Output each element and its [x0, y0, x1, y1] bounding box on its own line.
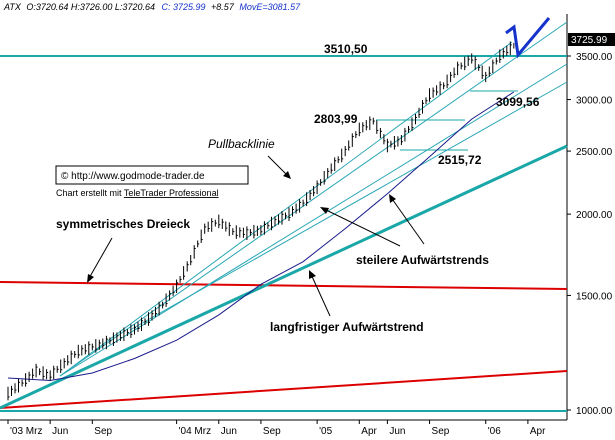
long-trend-label: langfristiger Aufwärtstrend — [270, 320, 424, 334]
x-tick-label: Jun — [221, 426, 237, 437]
steep-trend-arrow-2 — [389, 195, 425, 245]
steep-trend-arrow-1-head — [320, 207, 329, 214]
triangle-upper-line — [0, 281, 568, 290]
x-tick-label: '03 Mrz — [10, 426, 42, 437]
pullback-label: Pullbacklinie — [208, 137, 275, 151]
x-tick-label: Apr — [530, 426, 546, 437]
steep-trends-label: steilere Aufwärtstrends — [356, 253, 489, 267]
chart-header: ATX O:3720.64 H:3726.00 L:3720.64 C: 372… — [3, 2, 301, 12]
level-label-2803: 2803,99 — [314, 112, 358, 126]
y-axis-ticks: 1000.00 1500.00 2000.00 2500.00 3000.00 3500.… — [567, 52, 613, 417]
y-tick-label: 3000.00 — [576, 96, 613, 107]
level-label-3099: 3099,56 — [496, 95, 540, 109]
x-tick-label: '06 — [488, 426, 501, 437]
created-with-prefix: Chart erstellt mit — [56, 188, 124, 198]
steep-trend-arrow-2-head — [389, 194, 396, 203]
x-axis-ticks: '03 Mrz Jun Sep '04 Mrz Jun Sep '05 Apr Jun Sep '0… — [7, 420, 546, 437]
y-tick-label: 1500.00 — [576, 291, 613, 302]
y-tick-label: 2000.00 — [576, 210, 613, 221]
x-tick-label: '04 Mrz — [179, 426, 211, 437]
channel-upper-line — [59, 21, 568, 377]
last-price-box — [568, 33, 615, 46]
header-moving-average: MovE=3081.57 — [239, 2, 301, 12]
pullback-arrow-head — [283, 171, 291, 179]
y-tick-label: 1000.00 — [576, 406, 613, 417]
header-symbol: ATX — [3, 2, 22, 12]
level-label-3510: 3510,50 — [324, 42, 368, 56]
channel-lower-line-2 — [129, 81, 568, 331]
x-tick-label: Sep — [94, 426, 112, 437]
long-trend-arrow-head — [309, 270, 316, 279]
pullback-line — [59, 41, 513, 377]
steep-trend-arrow-1 — [321, 207, 401, 247]
x-tick-label: Jun — [389, 426, 405, 437]
sym-triangle-label: symmetrisches Dreieck — [56, 217, 190, 231]
forecast-arrow — [505, 17, 551, 59]
x-tick-label: '05 — [319, 426, 332, 437]
created-with-text: Chart erstellt mit TeleTrader Profession… — [56, 188, 219, 198]
header-change: +8.57 — [211, 2, 235, 12]
moving-average-line — [7, 91, 515, 382]
level-label-2515: 2515,72 — [438, 153, 482, 167]
header-close: C: 3725.99 — [161, 2, 205, 12]
x-tick-label: Sep — [263, 426, 281, 437]
sym-triangle-arrow — [87, 237, 113, 281]
long-term-uptrend-line — [0, 144, 568, 410]
created-with-link[interactable]: TeleTrader Professional — [124, 188, 219, 198]
price-series — [7, 41, 515, 401]
sym-triangle-arrow-head — [87, 274, 94, 283]
x-tick-label: Sep — [432, 426, 450, 437]
y-tick-label: 2500.00 — [576, 147, 613, 158]
long-trend-arrow — [309, 271, 331, 317]
header-ohlc: O:3720.64 H:3726.00 L:3720.64 — [26, 2, 155, 12]
last-price-label: 3725.99 — [571, 35, 608, 46]
y-tick-label: 3500.00 — [576, 52, 613, 63]
x-tick-label: Apr — [361, 426, 377, 437]
x-tick-label: Jun — [52, 426, 68, 437]
copyright-text: © http://www.godmode-trader.de — [61, 171, 205, 182]
copyright-box — [55, 165, 249, 185]
triangle-lower-line — [0, 370, 568, 409]
